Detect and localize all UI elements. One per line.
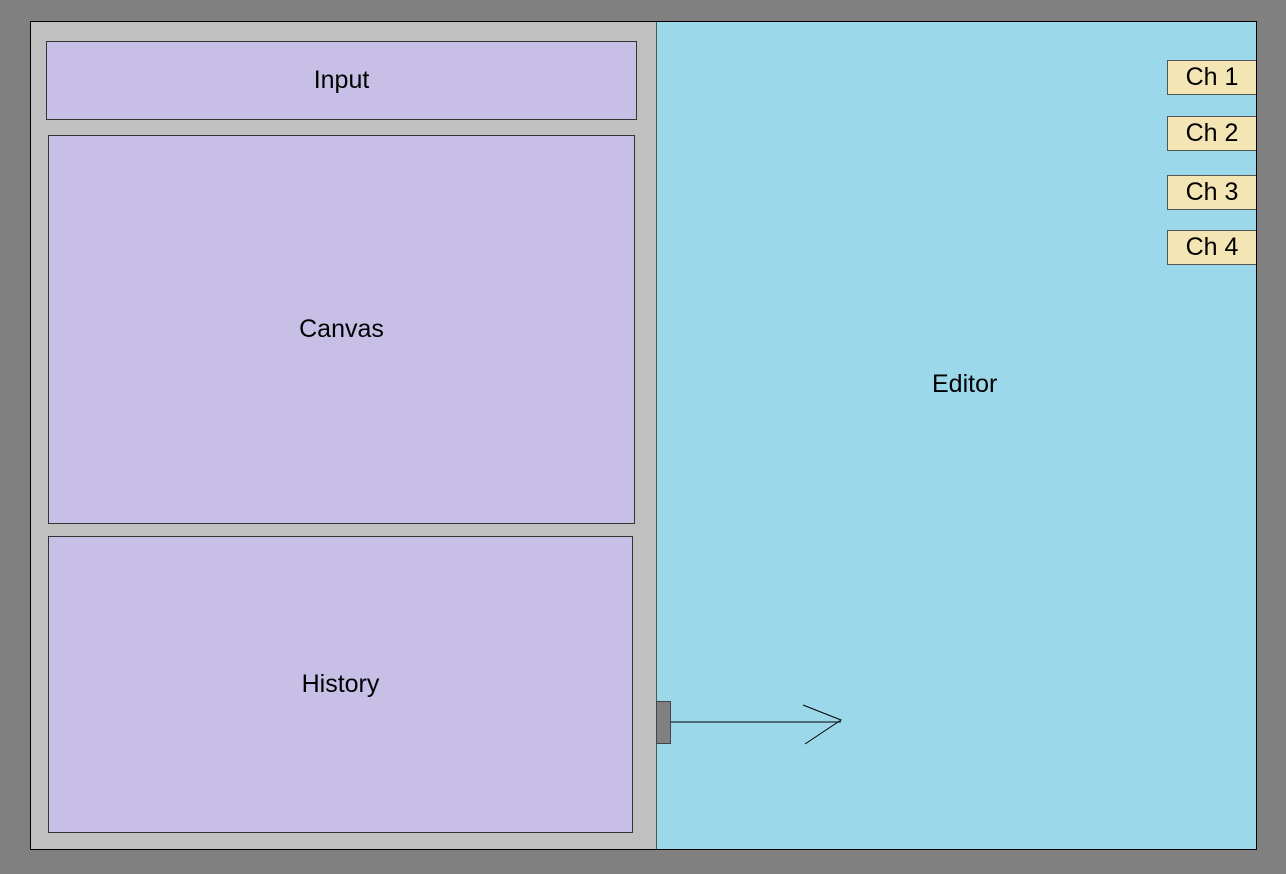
resize-handle[interactable] xyxy=(656,701,671,744)
input-panel[interactable]: Input xyxy=(46,41,637,120)
chapter-tab-label: Ch 2 xyxy=(1185,119,1239,147)
chapter-tab-label: Ch 1 xyxy=(1185,63,1239,91)
arrow-head xyxy=(802,704,843,745)
editor-panel-label: Editor xyxy=(932,370,998,398)
history-panel-label: History xyxy=(301,670,380,698)
editor-panel[interactable]: Editor Ch 1 Ch 2 Ch 3 Ch 4 xyxy=(656,22,1256,849)
arrow-right-icon xyxy=(671,704,843,745)
app-frame: Input Canvas History Editor Ch 1 Ch 2 Ch… xyxy=(30,21,1257,850)
chapter-tab-label: Ch 4 xyxy=(1185,233,1239,261)
left-panel: Input Canvas History xyxy=(31,22,657,849)
canvas-panel-label: Canvas xyxy=(299,315,384,343)
canvas-panel[interactable]: Canvas xyxy=(48,135,635,524)
chapter-tab-4[interactable]: Ch 4 xyxy=(1167,230,1256,265)
chapter-tab-label: Ch 3 xyxy=(1185,178,1239,206)
chapter-tab-3[interactable]: Ch 3 xyxy=(1167,175,1256,210)
chapter-tab-1[interactable]: Ch 1 xyxy=(1167,60,1256,95)
history-panel[interactable]: History xyxy=(48,536,633,833)
input-panel-label: Input xyxy=(313,66,370,94)
chapter-tab-2[interactable]: Ch 2 xyxy=(1167,116,1256,151)
